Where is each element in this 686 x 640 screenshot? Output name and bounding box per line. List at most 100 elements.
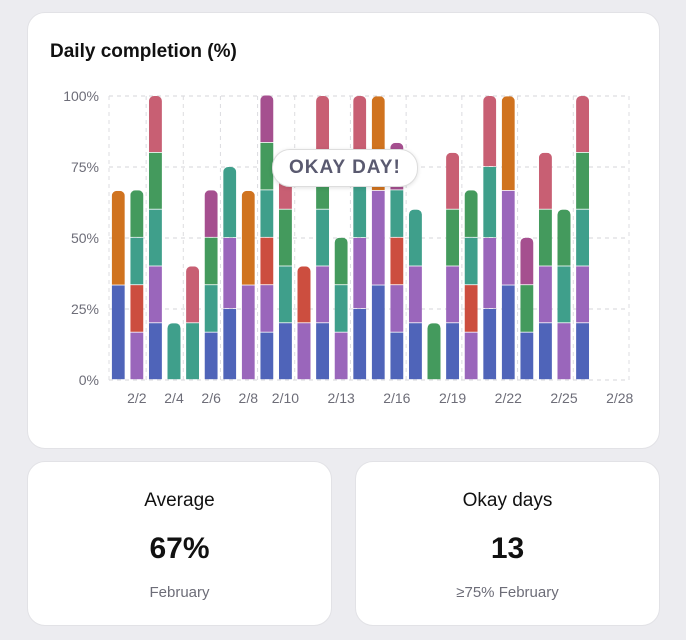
bar-segment-green — [260, 142, 274, 190]
bar-segment-teal — [408, 209, 422, 266]
bar-segment-purple — [501, 190, 515, 285]
bar-segment-purple — [241, 285, 255, 380]
bar-segment-magenta — [260, 95, 274, 143]
bar-segment-blue — [278, 323, 292, 380]
bar-segment-magenta — [520, 237, 534, 285]
bar-segment-teal — [223, 167, 237, 238]
bar-segment-purple — [390, 285, 404, 332]
x-tick-label: 2/2 — [127, 390, 147, 406]
bar-segment-blue — [148, 323, 162, 380]
bar-segment-red — [464, 285, 478, 332]
bar-segment-purple — [538, 266, 552, 323]
okay-days-subtitle: ≥75% February — [456, 584, 559, 601]
bar-segment-blue — [520, 332, 534, 380]
bar-segment-teal — [167, 323, 181, 380]
bar-segment-purple — [371, 190, 385, 285]
bar-segment-teal — [316, 209, 330, 266]
bar-segment-pink — [316, 96, 330, 152]
bar-segment-purple — [148, 266, 162, 323]
y-tick-label: 75% — [71, 159, 99, 175]
bar-segment-green — [446, 209, 460, 266]
bar-segment-teal — [278, 266, 292, 323]
bar-segment-red — [130, 285, 144, 332]
bar-segment-blue — [316, 323, 330, 380]
chart-title: Daily completion (%) — [50, 41, 237, 62]
bar-segment-purple — [483, 238, 497, 309]
bar-segment-pink — [353, 96, 367, 167]
bar-segment-green — [538, 209, 552, 266]
y-tick-label: 0% — [79, 372, 99, 388]
bar-segment-orange — [111, 190, 125, 285]
okay-days-card: Okay days 13 ≥75% February — [355, 461, 660, 626]
bar-segment-blue — [408, 323, 422, 380]
x-tick-label: 2/28 — [606, 390, 633, 406]
bar-segment-green — [464, 190, 478, 237]
bar-segment-blue — [390, 332, 404, 380]
bar-segment-blue — [501, 285, 515, 380]
bar-segment-red — [390, 237, 404, 285]
bar-segment-purple — [446, 266, 460, 323]
bar-segment-teal — [204, 285, 218, 332]
x-tick-label: 2/10 — [272, 390, 299, 406]
okay-days-value: 13 — [490, 532, 525, 565]
x-tick-label: 2/19 — [439, 390, 466, 406]
bar-segment-green — [278, 209, 292, 266]
bar-segment-green — [520, 285, 534, 332]
bar-segment-purple — [353, 238, 367, 309]
x-tick-label: 2/13 — [328, 390, 355, 406]
bar-segment-teal — [186, 323, 200, 380]
bar-segment-green — [334, 237, 348, 285]
bar-segment-teal — [390, 190, 404, 237]
bar-segment-pink — [446, 152, 460, 209]
average-subtitle: February — [149, 584, 210, 601]
bar-segment-blue — [483, 309, 497, 380]
bar-segment-blue — [576, 323, 590, 380]
bar-segment-teal — [148, 209, 162, 266]
bar-segment-pink — [148, 96, 162, 152]
bar-segment-blue — [353, 309, 367, 380]
x-tick-label: 2/4 — [164, 390, 184, 406]
bar-segment-red — [297, 266, 311, 323]
bar-segment-teal — [483, 167, 497, 238]
bar-segment-purple — [316, 266, 330, 323]
bar-segment-magenta — [204, 190, 218, 237]
chart-card: 0% 25% 50% 75% 100% 2/2 2/4 2/6 2/8 2/10 2/13 2/16 2… — [27, 12, 660, 449]
y-tick-label: 100% — [63, 88, 99, 104]
bar-segment-green — [130, 190, 144, 237]
bar-segment-orange — [501, 96, 515, 191]
bar-segment-blue — [260, 332, 274, 380]
x-tick-label: 2/8 — [239, 390, 259, 406]
bar-segment-green — [427, 323, 441, 380]
bar-segment-green — [148, 152, 162, 209]
bar-segment-blue — [204, 332, 218, 380]
bar-segment-teal — [130, 237, 144, 285]
y-tick-label: 25% — [71, 301, 99, 317]
bar-segment-pink — [483, 96, 497, 167]
bar-segment-purple — [408, 266, 422, 323]
bar-segment-purple — [223, 238, 237, 309]
x-tick-label: 2/25 — [550, 390, 577, 406]
bar-segment-pink — [186, 266, 200, 323]
bar-segment-purple — [334, 332, 348, 380]
y-tick-label: 50% — [71, 230, 99, 246]
average-value: 67% — [149, 532, 210, 565]
bar-segment-green — [576, 152, 590, 209]
bar-segment-teal — [260, 190, 274, 237]
okay-days-label: Okay days — [462, 490, 553, 511]
bar-segment-teal — [334, 285, 348, 332]
bar-segment-blue — [111, 285, 125, 380]
bar-segment-orange — [241, 190, 255, 285]
bar-segment-purple — [130, 332, 144, 380]
bar-segment-blue — [446, 323, 460, 380]
bar-segment-blue — [538, 323, 552, 380]
x-tick-label: 2/16 — [383, 390, 410, 406]
okay-day-annotation: OKAY DAY! — [272, 149, 418, 187]
bar-segment-purple — [464, 332, 478, 380]
bar-segment-blue — [223, 309, 237, 380]
x-tick-label: 2/6 — [201, 390, 221, 406]
bar-segment-teal — [464, 237, 478, 285]
average-card: Average 67% February — [27, 461, 332, 626]
bar-segment-purple — [557, 323, 571, 380]
bar-segment-purple — [576, 266, 590, 323]
bar-segment-pink — [538, 152, 552, 209]
